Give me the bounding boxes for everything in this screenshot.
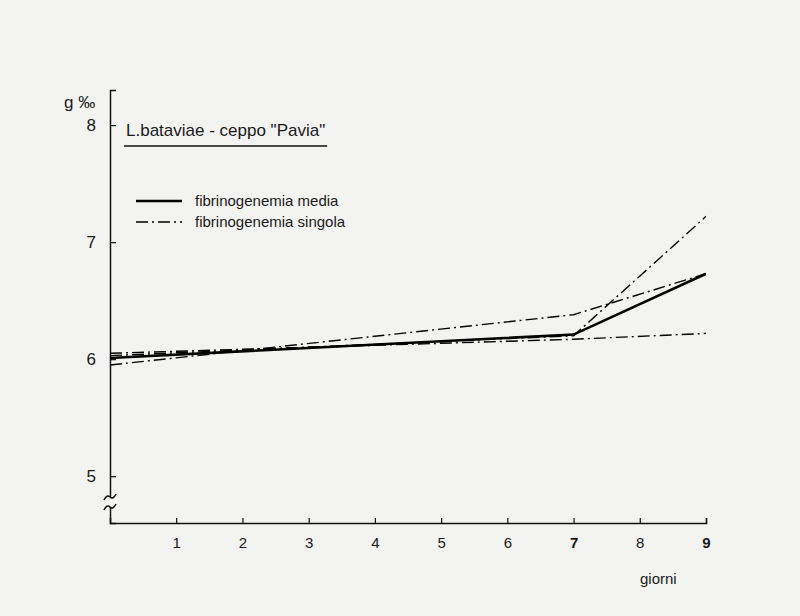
y-axis-title: g ‰ — [64, 93, 95, 112]
x-tick: 3 — [305, 518, 313, 551]
y-axis-line — [111, 91, 117, 524]
x-tick: 1 — [173, 518, 181, 551]
x-tick-label: 5 — [437, 534, 445, 551]
x-tick-label: 8 — [636, 534, 644, 551]
legend-swatch — [136, 221, 182, 222]
x-tick-label: 2 — [239, 534, 247, 551]
x-tick: 9 — [702, 518, 710, 551]
x-tick-mark — [375, 518, 376, 523]
x-tick-mark — [441, 518, 442, 523]
legend-label: fibrinogenemia media — [195, 192, 339, 209]
y-tick-label: 5 — [87, 467, 96, 486]
chart: 5 6 7 8 1 2 3 4 5 6 7 8 9 g ‰ giorni L.bataviae - ceppo… — [0, 0, 800, 616]
y-tick: 8 — [87, 116, 116, 135]
x-tick-label: 7 — [570, 534, 578, 551]
y-tick-mark — [110, 242, 116, 243]
axis-break-mark — [104, 504, 116, 510]
axis-break — [104, 494, 116, 510]
y-axis: 5 6 7 8 — [87, 91, 116, 524]
legend-swatch — [136, 200, 182, 203]
x-tick-label: 3 — [305, 534, 313, 551]
x-tick-mark — [573, 518, 574, 523]
x-tick: 6 — [504, 518, 512, 551]
series-line — [110, 216, 706, 355]
y-tick-mark — [110, 125, 116, 126]
x-tick-label: 9 — [702, 534, 710, 551]
chart-title: L.bataviae - ceppo "Pavia" — [126, 121, 325, 140]
x-axis: 1 2 3 4 5 6 7 8 9 — [111, 518, 711, 551]
title-underline — [124, 145, 327, 147]
y-tick-label: 7 — [87, 233, 96, 252]
series-line — [110, 333, 706, 353]
series-line — [110, 274, 706, 358]
x-tick-mark — [640, 518, 641, 523]
x-tick-mark — [309, 518, 310, 523]
x-axis-title: giorni — [640, 570, 677, 587]
x-tick: 2 — [239, 518, 247, 551]
x-tick: 4 — [371, 518, 379, 551]
x-tick-mark — [706, 518, 707, 523]
legend: fibrinogenemia media fibrinogenemia singo… — [136, 192, 346, 230]
x-tick-label: 1 — [173, 534, 181, 551]
x-tick-label: 6 — [504, 534, 512, 551]
x-axis-line — [111, 518, 707, 524]
y-tick-label: 6 — [87, 350, 96, 369]
x-tick-mark — [242, 518, 243, 523]
x-tick-label: 4 — [371, 534, 379, 551]
y-tick: 7 — [87, 233, 116, 252]
y-tick-mark — [110, 476, 116, 477]
x-tick: 8 — [636, 518, 644, 551]
x-tick-mark — [507, 518, 508, 523]
x-tick: 5 — [437, 518, 445, 551]
x-tick-mark — [176, 518, 177, 523]
y-tick-label: 8 — [87, 116, 96, 135]
axis-break-mark — [104, 494, 116, 500]
y-tick: 5 — [87, 467, 116, 486]
plot-area — [110, 216, 706, 365]
legend-label: fibrinogenemia singola — [195, 213, 346, 230]
x-tick: 7 — [570, 518, 578, 551]
